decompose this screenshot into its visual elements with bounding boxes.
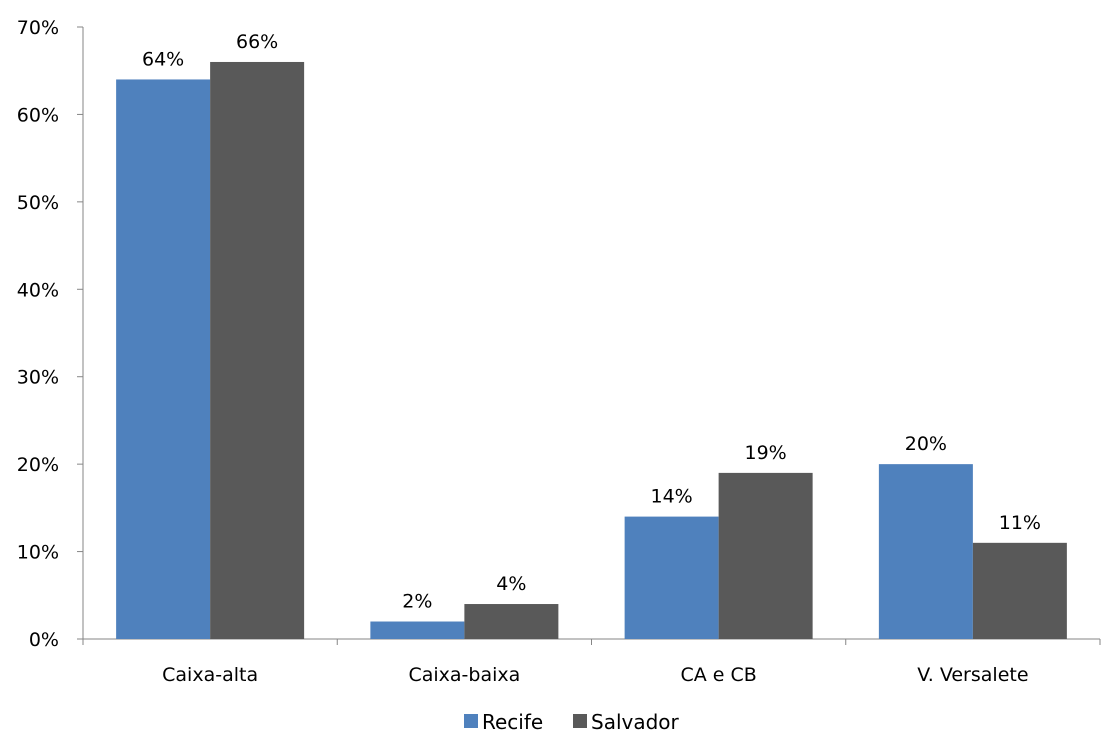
y-tick-label: 40% (17, 279, 59, 301)
bar-salvador-2 (718, 472, 813, 639)
data-label: 2% (402, 591, 432, 613)
data-label: 66% (236, 31, 278, 53)
legend-label-salvador: Salvador (591, 710, 680, 734)
legend: Recife Salvador (464, 710, 680, 734)
y-tick-label: 60% (17, 104, 59, 126)
bar-salvador-0 (210, 61, 305, 639)
x-tick-label: Caixa-alta (162, 664, 258, 686)
data-labels: 64% 66% 2% 4% 14% 19% 20% 11% (142, 31, 1041, 613)
bar-recife-2 (624, 516, 719, 639)
y-tick-label: 10% (17, 542, 59, 564)
axes: 0% 10% 20% 30% 40% 50% 60% 70% Caixa-alta Caixa-b… (17, 17, 1101, 686)
bar-salvador-3 (972, 542, 1067, 639)
x-tick-label: V. Versalete (917, 664, 1028, 686)
bar-recife-3 (878, 464, 973, 639)
data-label: 4% (496, 573, 526, 595)
legend-swatch-salvador (573, 714, 587, 728)
bar-salvador-1 (464, 604, 559, 639)
legend-label-recife: Recife (482, 710, 543, 734)
bar-recife-0 (116, 79, 211, 639)
y-tick-label: 50% (17, 192, 59, 214)
bars (116, 61, 1067, 639)
bar-recife-1 (370, 621, 465, 639)
legend-swatch-recife (464, 714, 478, 728)
y-tick-label: 20% (17, 454, 59, 476)
data-label: 19% (745, 442, 787, 464)
y-tick-label: 0% (29, 629, 59, 651)
x-tick-label: Caixa-baixa (408, 664, 520, 686)
x-tick-label: CA e CB (680, 664, 756, 686)
y-tick-label: 30% (17, 367, 59, 389)
data-label: 11% (999, 512, 1041, 534)
data-label: 14% (651, 486, 693, 508)
data-label: 64% (142, 48, 184, 70)
data-label: 20% (905, 433, 947, 455)
y-tick-label: 70% (17, 17, 59, 39)
